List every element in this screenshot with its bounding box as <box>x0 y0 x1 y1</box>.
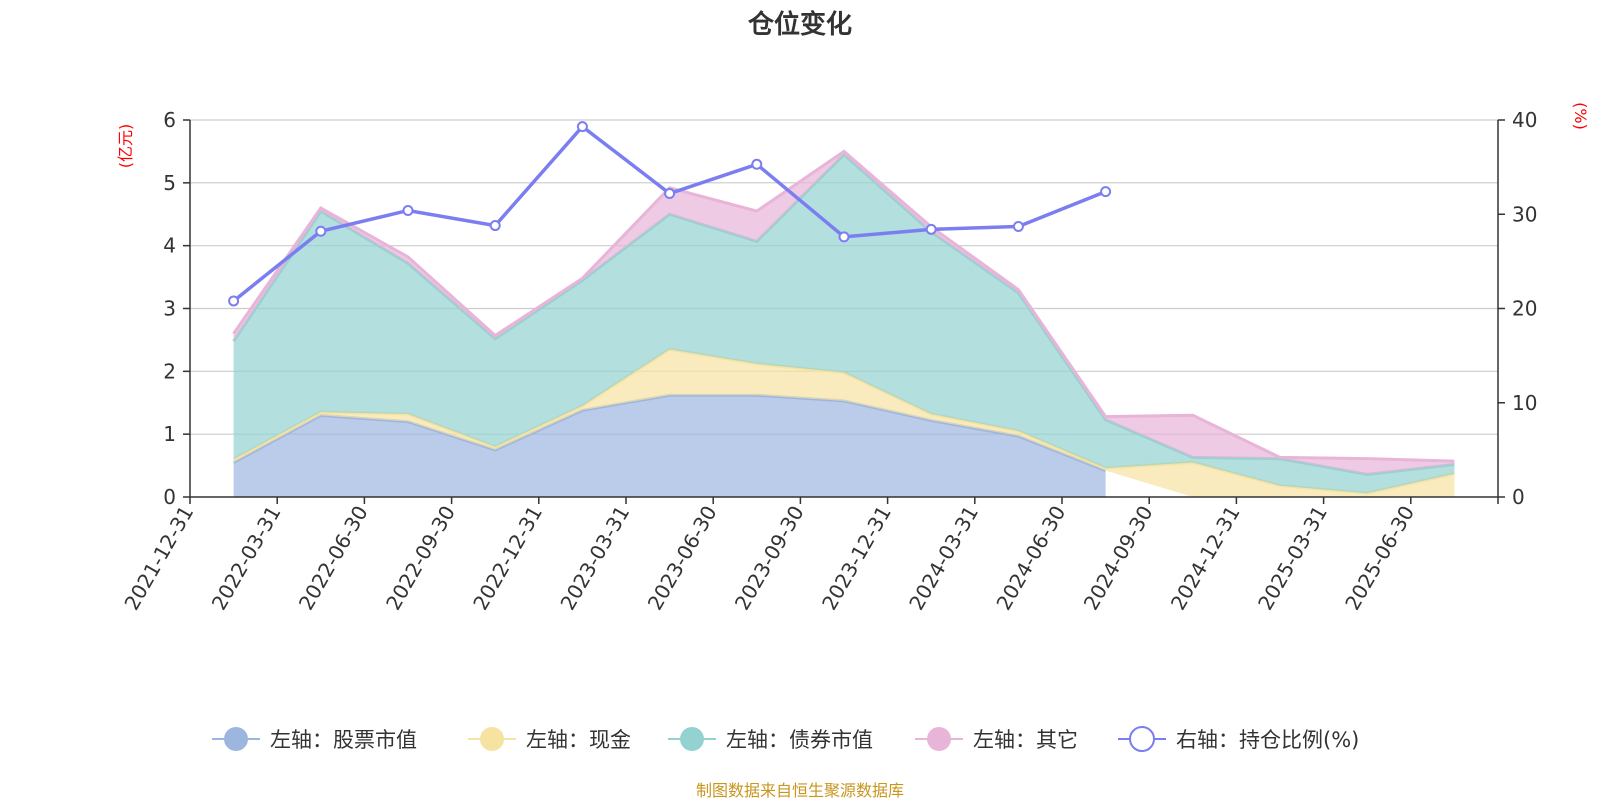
legend-marker-circle <box>927 727 951 751</box>
legend-marker-circle <box>480 727 504 751</box>
x-axis-tick-label: 2024-09-30 <box>1079 502 1158 615</box>
legend-label: 右轴：持仓比例(%) <box>1176 728 1359 752</box>
x-axis-tick-label: 2022-12-31 <box>468 502 547 615</box>
left-axis-tick-label: 1 <box>163 422 176 446</box>
x-axis-tick-label: 2023-12-31 <box>817 502 896 615</box>
source-footer: 制图数据来自恒生聚源数据库 <box>696 781 904 800</box>
right-axis-tick-label: 0 <box>1512 485 1525 509</box>
legend: 左轴：股票市值 左轴：现金 左轴：债券市值 左轴：其它 右轴：持仓比例(%) <box>212 726 1359 752</box>
ratio-point <box>664 188 676 200</box>
x-axis-tick-label: 2023-09-30 <box>730 502 809 615</box>
ratio-point <box>576 121 588 133</box>
x-axis-tick-label: 2024-06-30 <box>991 502 1070 615</box>
x-axis-tick-label: 2025-06-30 <box>1340 502 1419 615</box>
area-series <box>232 149 1455 497</box>
x-axis-tick-label: 2022-06-30 <box>294 502 373 615</box>
ratio-point <box>1012 221 1024 233</box>
x-axis-tick-label: 2024-12-31 <box>1166 502 1245 615</box>
left-axis-tick-label: 5 <box>163 171 176 195</box>
x-axis-tick-label: 2022-03-31 <box>207 502 286 615</box>
legend-label: 左轴：现金 <box>526 728 631 752</box>
ratio-point <box>228 295 240 307</box>
x-axis-tick-label: 2025-03-31 <box>1253 502 1332 615</box>
area-fill <box>233 395 1106 497</box>
chart-title: 仓位变化 <box>747 9 852 40</box>
right-axis-tick-label: 30 <box>1512 202 1537 226</box>
x-axis-tick-label: 2022-09-30 <box>381 502 460 615</box>
area-fill <box>233 154 1455 494</box>
legend-label: 左轴：股票市值 <box>270 728 417 752</box>
ratio-point <box>315 225 327 237</box>
x-axis-tick-label: 2024-03-31 <box>904 502 983 615</box>
left-axis-tick-label: 6 <box>163 108 176 132</box>
right-axis-tick-label: 20 <box>1512 297 1537 321</box>
legend-label: 左轴：其它 <box>973 728 1078 752</box>
legend-marker-circle <box>224 727 248 751</box>
ratio-point <box>402 204 414 216</box>
ratio-point <box>751 158 763 170</box>
x-axis-tick-label: 2023-06-30 <box>643 502 722 615</box>
left-axis-tick-label: 4 <box>163 234 176 258</box>
right-axis-tick-label: 10 <box>1512 391 1537 415</box>
left-axis-tick-label: 3 <box>163 297 176 321</box>
left-axis-unit: (亿元) <box>116 124 135 169</box>
ratio-point <box>838 231 850 243</box>
area-fill <box>233 349 1455 497</box>
ratio-point <box>925 223 937 235</box>
legend-marker-circle <box>1129 726 1155 752</box>
left-axis-tick-label: 2 <box>163 359 176 383</box>
ratio-point <box>489 220 501 232</box>
x-axis-tick-label: 2021-12-31 <box>119 502 198 615</box>
line-series <box>228 121 1112 307</box>
legend-marker-circle <box>680 727 704 751</box>
left-axis-tick-label: 0 <box>163 485 176 509</box>
right-axis-unit: (%) <box>1571 102 1590 130</box>
legend-label: 左轴：债券市值 <box>726 728 873 752</box>
area-edge <box>232 149 1455 463</box>
x-axis-tick-label: 2023-03-31 <box>555 502 634 615</box>
right-axis-tick-label: 40 <box>1512 108 1537 132</box>
ratio-point <box>1100 186 1112 198</box>
